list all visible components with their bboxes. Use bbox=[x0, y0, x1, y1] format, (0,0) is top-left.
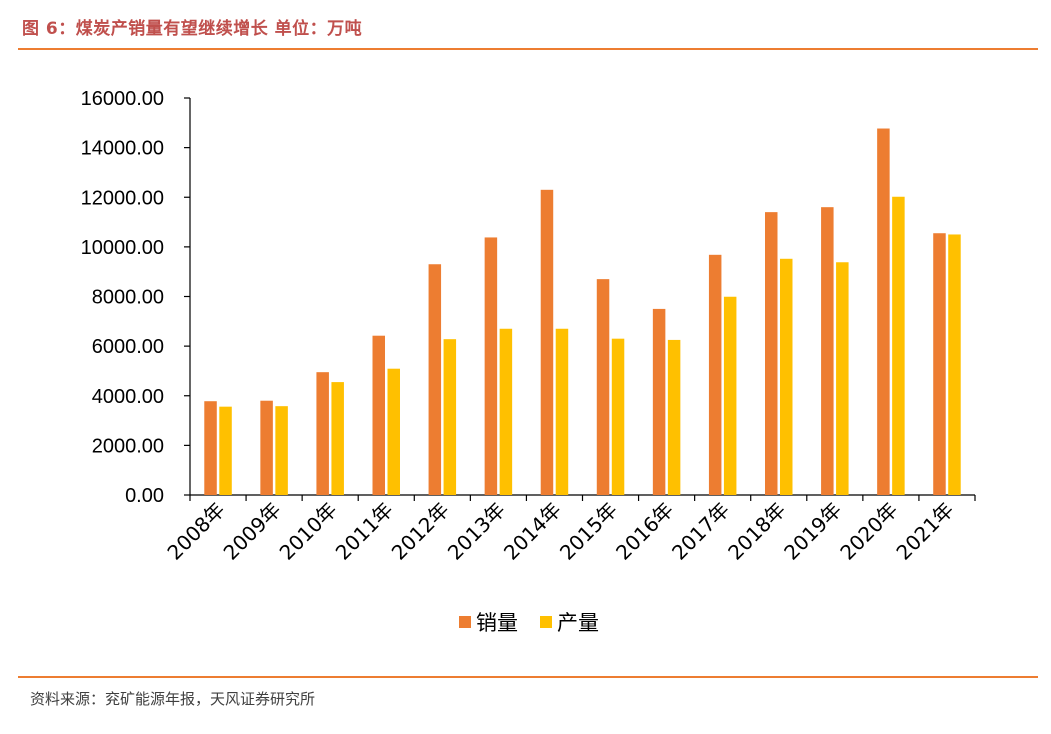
bar-sales bbox=[765, 212, 778, 495]
bar-sales bbox=[821, 207, 834, 496]
x-tick-label: 2014年 bbox=[499, 498, 566, 565]
x-tick-label: 2009年 bbox=[219, 498, 286, 565]
x-axis: 2008年2009年2010年2011年2012年2013年2014年2015年… bbox=[162, 494, 976, 565]
bar-sales bbox=[540, 189, 554, 495]
y-tick-label: 16000.00 bbox=[81, 88, 164, 110]
x-tick-label: 2010年 bbox=[275, 498, 342, 565]
x-tick-label: 2019年 bbox=[779, 498, 846, 565]
bar-sales bbox=[260, 400, 273, 495]
y-tick-label: 2000.00 bbox=[92, 435, 164, 457]
x-tick-label: 2011年 bbox=[331, 498, 398, 565]
x-tick-label: 2008年 bbox=[162, 498, 229, 565]
x-tick-label: 2020年 bbox=[835, 498, 902, 565]
bar-sales bbox=[372, 335, 385, 495]
bar-production bbox=[443, 339, 457, 495]
bar-sales bbox=[204, 401, 217, 495]
bar-sales bbox=[652, 308, 666, 495]
top-divider bbox=[18, 48, 1038, 50]
bar-production bbox=[387, 368, 400, 495]
x-tick-label: 2013年 bbox=[443, 498, 510, 565]
bars bbox=[204, 128, 961, 496]
bar-sales bbox=[484, 237, 498, 496]
y-tick-label: 4000.00 bbox=[92, 386, 164, 408]
legend: 销量 产量 bbox=[459, 611, 599, 635]
x-tick-label: 2012年 bbox=[387, 498, 454, 565]
x-tick-label: 2021年 bbox=[891, 498, 958, 565]
x-tick-label: 2017年 bbox=[667, 498, 734, 565]
bar-production bbox=[892, 196, 905, 495]
y-tick-label: 0.00 bbox=[125, 485, 164, 507]
bar-production bbox=[499, 328, 513, 495]
x-tick-label: 2016年 bbox=[611, 498, 678, 565]
y-tick-label: 10000.00 bbox=[81, 237, 164, 259]
x-tick-label: 2018年 bbox=[723, 498, 790, 565]
bar-production bbox=[555, 328, 569, 495]
source-note: 资料来源：兖矿能源年报，天风证券研究所 bbox=[30, 690, 316, 708]
bar-production bbox=[219, 406, 232, 495]
legend-swatch-production bbox=[540, 616, 552, 628]
bar-production bbox=[723, 296, 737, 495]
bar-sales bbox=[877, 128, 890, 495]
bar-production bbox=[836, 262, 849, 495]
bar-sales bbox=[596, 279, 610, 495]
bar-production bbox=[275, 406, 288, 495]
legend-swatch-sales bbox=[459, 616, 471, 628]
bar-sales bbox=[708, 254, 722, 495]
bar-sales bbox=[316, 372, 329, 495]
x-tick-label: 2015年 bbox=[555, 498, 622, 565]
bar-production bbox=[611, 338, 625, 495]
figure-title: 图 6：煤炭产销量有望继续增长 单位：万吨 bbox=[22, 19, 363, 39]
bar-sales bbox=[428, 264, 442, 495]
bar-production bbox=[667, 339, 681, 495]
bar-production bbox=[780, 258, 793, 495]
bottom-divider bbox=[18, 676, 1038, 678]
y-tick-label: 12000.00 bbox=[81, 187, 164, 209]
y-tick-label: 8000.00 bbox=[92, 287, 164, 309]
legend-label-production: 产量 bbox=[557, 611, 599, 635]
bar-sales bbox=[933, 233, 946, 495]
legend-label-sales: 销量 bbox=[476, 611, 518, 635]
y-tick-label: 6000.00 bbox=[92, 336, 164, 358]
y-tick-label: 14000.00 bbox=[81, 138, 164, 160]
bar-production bbox=[331, 382, 344, 495]
bar-production bbox=[948, 234, 961, 495]
y-axis: 0.00 2000.00 4000.00 6000.00 8000.00 10000.00… bbox=[81, 88, 191, 507]
